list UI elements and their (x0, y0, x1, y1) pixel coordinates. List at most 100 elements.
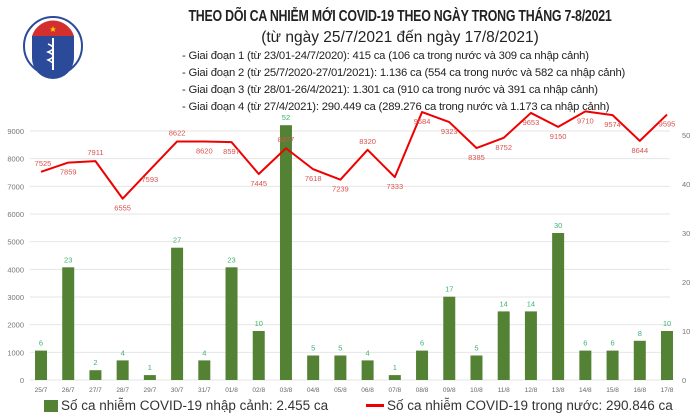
x-axis-tick-label: 05/8 (334, 387, 347, 394)
bar-data-label: 4 (121, 348, 125, 357)
line-data-label: 7525 (35, 159, 52, 168)
right-axis-tick-label: 10 (682, 327, 690, 336)
left-axis-tick-label: 5000 (7, 238, 24, 247)
right-axis-tick-label: 50 (682, 131, 690, 140)
bar-data-label: 27 (173, 236, 181, 245)
x-axis-tick-label: 06/8 (361, 387, 374, 394)
x-axis-tick-label: 12/8 (525, 387, 538, 394)
line-data-label: 8644 (631, 146, 648, 155)
line-data-label: 8385 (468, 153, 485, 162)
bar-imported (661, 331, 673, 380)
x-axis-tick-label: 13/8 (552, 387, 565, 394)
left-axis-tick-label: 7000 (7, 182, 24, 191)
line-data-label: 9710 (577, 116, 594, 125)
x-axis-tick-label: 31/7 (198, 387, 211, 394)
line-domestic (40, 110, 668, 200)
bar-data-label: 23 (64, 255, 72, 264)
phase-4-text: - Giai đoạn 4 (từ 27/4/2021): 290.449 ca… (182, 101, 610, 113)
bar-imported (497, 311, 510, 380)
bar-imported (116, 360, 129, 380)
bar-data-label: 4 (366, 348, 370, 357)
line-data-label: 7911 (87, 148, 103, 157)
x-axis-tick-label: 03/8 (280, 387, 293, 394)
x-axis-tick-label: 15/8 (606, 387, 619, 394)
x-axis-tick-label: 09/8 (443, 387, 456, 394)
phase-2-text: - Giai đoạn 2 (từ 25/7/2020-27/01/2021):… (182, 67, 626, 79)
bar-data-label: 8 (638, 329, 642, 338)
bar-imported (143, 375, 156, 380)
line-data-label: 8377 (278, 135, 295, 144)
bar-imported (633, 340, 646, 380)
bar-imported (361, 360, 374, 380)
right-axis-tick-label: 20 (682, 278, 690, 287)
x-axis-tick-label: 08/8 (416, 387, 429, 394)
bar-imported (279, 125, 292, 380)
right-axis-tick-label: 30 (682, 229, 690, 238)
chart-title: THEO DÕI CA NHIỄM MỚI COVID-19 THEO NGÀY… (188, 8, 612, 25)
bar-imported (252, 331, 265, 380)
left-axis-tick-label: 4000 (7, 265, 24, 274)
bar-imported (470, 355, 483, 380)
line-data-label: 6555 (114, 204, 131, 213)
line-data-label: 8320 (359, 137, 376, 146)
bar-data-label: 2 (93, 358, 97, 367)
bar-data-label: 23 (227, 255, 235, 264)
bar-data-label: 52 (282, 113, 290, 122)
x-axis-tick-label: 02/8 (252, 387, 265, 394)
bar-data-label: 6 (610, 339, 614, 348)
legend-label-imported: Số ca nhiễm COVID-19 nhập cảnh: 2.455 ca (61, 398, 329, 413)
x-axis-tick-label: 01/8 (225, 387, 238, 394)
bar-data-label: 17 (445, 285, 453, 294)
bar-imported (334, 355, 347, 380)
line-data-label: 7593 (142, 175, 159, 184)
bar-data-label: 6 (583, 339, 587, 348)
left-axis-tick-label: 0 (20, 376, 24, 385)
right-axis-tick-label: 0 (682, 376, 686, 385)
bar-imported (307, 355, 320, 380)
x-axis-tick-label: 14/8 (579, 387, 592, 394)
bar-imported (579, 350, 592, 380)
line-data-label: 7333 (386, 182, 403, 191)
chart-subtitle: (từ ngày 25/7/2021 đến ngày 17/8/2021) (261, 29, 539, 46)
x-axis-tick-label: 04/8 (307, 387, 320, 394)
x-axis-tick-label: 28/7 (116, 387, 129, 394)
x-axis-tick-label: 27/7 (89, 387, 102, 394)
x-axis-tick-label: 16/8 (633, 387, 646, 394)
bar-data-label: 10 (663, 319, 671, 328)
x-axis-tick-label: 10/8 (470, 387, 483, 394)
x-axis-tick-label: 26/7 (62, 387, 75, 394)
x-axis-tick-label: 29/7 (144, 387, 157, 394)
legend-swatch-bar (44, 399, 58, 412)
left-axis-tick-label: 6000 (7, 210, 24, 219)
line-data-label: 9574 (604, 120, 621, 129)
x-axis-tick-label: 30/7 (171, 387, 184, 394)
bar-imported (416, 350, 429, 380)
bar-data-label: 1 (393, 363, 397, 372)
line-data-label: 9653 (523, 118, 540, 127)
bar-imported (198, 360, 211, 380)
line-data-label: 8622 (169, 128, 186, 137)
bar-data-label: 4 (202, 348, 206, 357)
line-data-label: 9595 (659, 120, 676, 129)
line-data-label: 9684 (414, 117, 431, 126)
phase-1-text: - Giai đoạn 1 (từ 23/01-24/7/2020): 415 … (182, 50, 589, 62)
line-data-label: 8752 (495, 143, 512, 152)
bar-imported (35, 350, 47, 380)
bar-imported (171, 247, 184, 380)
line-data-label: 8597 (223, 147, 240, 156)
bar-imported (388, 375, 401, 380)
bar-imported (443, 296, 456, 380)
bar-data-label: 10 (255, 319, 263, 328)
legend-item-imported: Số ca nhiễm COVID-19 nhập cảnh: 2.455 ca (44, 398, 328, 413)
line-data-label: 9323 (441, 127, 458, 136)
bar-data-label: 6 (39, 339, 43, 348)
bar-data-label: 14 (500, 299, 508, 308)
left-axis-tick-label: 9000 (7, 127, 24, 136)
bar-imported (89, 370, 102, 380)
bar-data-label: 5 (311, 344, 315, 353)
bar-data-label: 6 (420, 339, 424, 348)
left-axis-tick-label: 8000 (7, 155, 24, 164)
line-data-label: 8620 (196, 147, 213, 156)
legend-item-domestic: Số ca nhiễm COVID-19 trong nước: 290.846… (366, 398, 673, 413)
